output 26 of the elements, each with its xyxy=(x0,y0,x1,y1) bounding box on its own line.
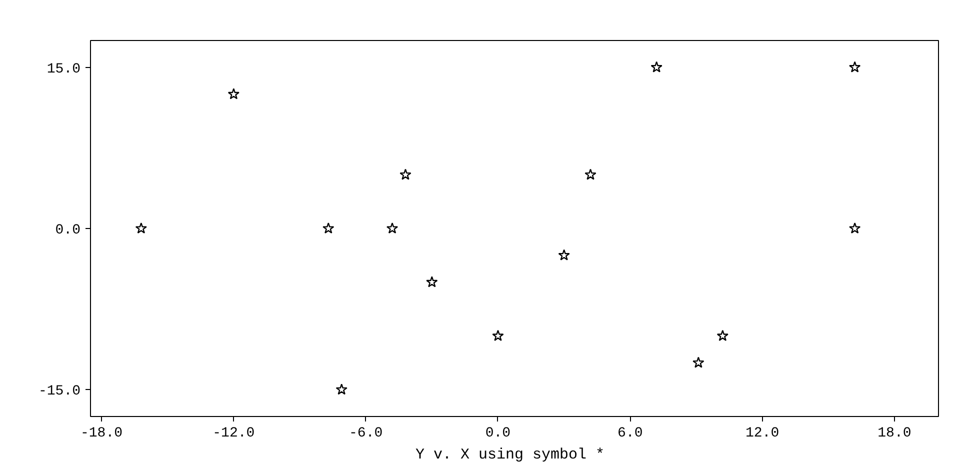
point xyxy=(650,61,662,72)
x-tick-label: 12.0 xyxy=(745,426,780,442)
point xyxy=(336,384,348,395)
point xyxy=(558,249,570,260)
x-tick-label: -6.0 xyxy=(349,426,383,442)
text: Y v. X using symbol * xyxy=(415,446,605,464)
point xyxy=(426,276,438,288)
x-tick-label: 6.0 xyxy=(618,426,643,442)
point xyxy=(584,168,596,180)
x-tick-label: 0.0 xyxy=(485,426,511,442)
x-tick-label: 18.0 xyxy=(878,426,912,442)
y-tick-label: 15.0 xyxy=(46,61,81,78)
point xyxy=(692,356,704,368)
point xyxy=(492,330,504,341)
point xyxy=(135,222,147,234)
y-tick-label: -15.0 xyxy=(38,384,81,400)
point xyxy=(400,168,412,180)
point xyxy=(228,88,240,100)
point xyxy=(322,222,334,234)
point xyxy=(716,330,728,341)
x-tick-label: -18.0 xyxy=(80,426,123,442)
y-tick-label: 0.0 xyxy=(55,222,81,238)
point xyxy=(848,222,861,234)
point xyxy=(848,61,861,72)
point xyxy=(386,222,398,234)
x-tick-label: -12.0 xyxy=(212,426,255,442)
